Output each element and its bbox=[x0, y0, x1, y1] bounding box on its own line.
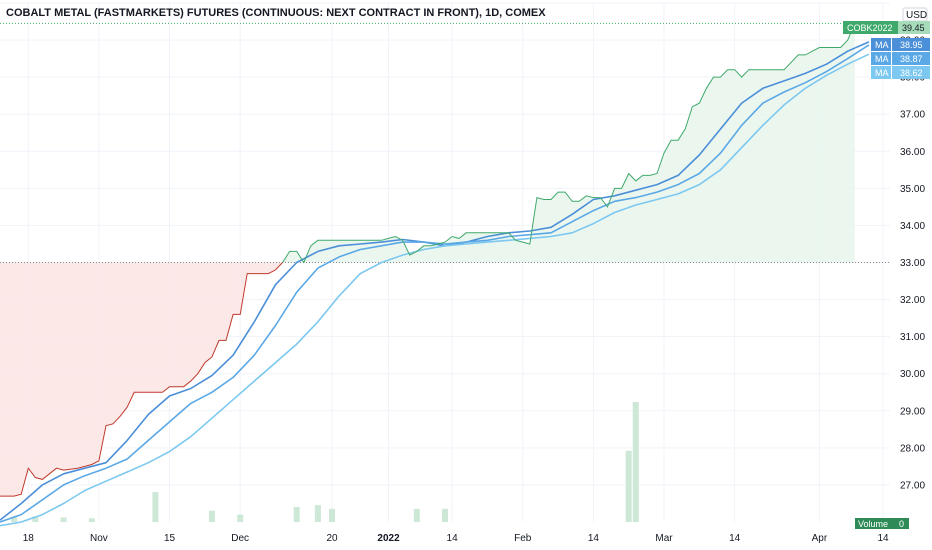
volume-bar-0 bbox=[11, 516, 18, 522]
x-tick-label-6: 14 bbox=[447, 533, 459, 544]
volume-bar-7 bbox=[293, 507, 300, 522]
ma-tag-3 bbox=[871, 66, 891, 79]
ma-tag-label-2: MA bbox=[875, 54, 889, 64]
x-tick-label-1: Nov bbox=[90, 533, 108, 544]
last-price-value: 39.45 bbox=[902, 23, 925, 33]
moving-average-lines bbox=[0, 41, 870, 527]
y-tick-label-2: 29.00 bbox=[900, 406, 925, 417]
y-tick-label-0: 27.00 bbox=[900, 480, 925, 491]
up-fill-0 bbox=[282, 23, 855, 263]
ma-line-3 bbox=[0, 53, 870, 527]
y-tick-label-1: 28.00 bbox=[900, 443, 925, 454]
volume-bar-11 bbox=[442, 508, 449, 522]
volume-bar-10 bbox=[413, 508, 420, 522]
ma-line-2 bbox=[0, 44, 870, 523]
ma-value-1: 38.95 bbox=[900, 40, 923, 50]
price-down-0 bbox=[0, 262, 283, 497]
down-fill-0 bbox=[0, 262, 283, 497]
volume-tag-value: 0 bbox=[899, 519, 904, 529]
y-tick-label-3: 30.00 bbox=[900, 369, 925, 380]
price-axis-bg bbox=[892, 0, 932, 550]
symbol-tag-label: COBK2022 bbox=[847, 23, 893, 33]
x-tick-label-0: 18 bbox=[23, 533, 35, 544]
ma-tag-2 bbox=[871, 52, 891, 65]
price-tags: COBK2022 39.45 MA 38.95 MA 38.87 MA 38.62 Volume… bbox=[843, 21, 930, 529]
ma-value-tag-1 bbox=[892, 38, 930, 51]
x-tick-label-5: 2022 bbox=[377, 533, 400, 544]
y-tick-label-9: 36.00 bbox=[900, 147, 925, 158]
area-fills bbox=[0, 23, 855, 497]
x-tick-label-10: 14 bbox=[729, 533, 741, 544]
ma-value-3: 38.62 bbox=[900, 68, 923, 78]
x-tick-label-8: 14 bbox=[588, 533, 600, 544]
price-up-0 bbox=[282, 23, 856, 264]
volume-bar-2 bbox=[60, 517, 67, 522]
currency-label: USD bbox=[906, 10, 927, 21]
x-tick-label-12: 14 bbox=[877, 533, 889, 544]
volume-bar-9 bbox=[329, 508, 336, 522]
ma-line-1 bbox=[0, 41, 870, 521]
ma-tag-label-3: MA bbox=[875, 68, 889, 78]
volume-bar-12 bbox=[625, 450, 632, 522]
volume-bar-1 bbox=[32, 516, 39, 522]
time-axis[interactable]: 18 Nov 15 Dec 20 2022 14 Feb 14 Mar 14 Apr 14 bbox=[23, 533, 889, 544]
ma-tag-1 bbox=[871, 38, 891, 51]
volume-bar-6 bbox=[237, 514, 244, 522]
x-tick-label-3: Dec bbox=[231, 533, 249, 544]
ma-value-2: 38.87 bbox=[900, 54, 923, 64]
volume-value-tag bbox=[895, 518, 909, 529]
y-tick-label-5: 32.00 bbox=[900, 295, 925, 306]
x-tick-label-2: 15 bbox=[164, 533, 176, 544]
volume-bar-3 bbox=[88, 518, 95, 522]
chart-title: COBALT METAL (FASTMARKETS) FUTURES (CONT… bbox=[6, 7, 546, 19]
x-tick-label-7: Feb bbox=[514, 533, 532, 544]
symbol-tag bbox=[843, 21, 898, 34]
volume-bars bbox=[11, 402, 639, 522]
last-price-tag bbox=[898, 21, 930, 34]
ma-tag-label-1: MA bbox=[875, 40, 889, 50]
volume-tag bbox=[855, 518, 895, 529]
volume-tag-label: Volume bbox=[858, 519, 888, 529]
volume-bar-13 bbox=[632, 402, 639, 522]
ma-value-tag-3 bbox=[892, 66, 930, 79]
y-tick-label-6: 33.00 bbox=[900, 258, 925, 269]
baseline bbox=[0, 22, 890, 263]
x-tick-label-4: 20 bbox=[326, 533, 338, 544]
price-line bbox=[0, 23, 856, 497]
x-tick-label-9: Mar bbox=[655, 533, 673, 544]
y-tick-label-8: 35.00 bbox=[900, 184, 925, 195]
y-tick-label-4: 31.00 bbox=[900, 332, 925, 343]
ma-value-tag-2 bbox=[892, 52, 930, 65]
x-tick-label-11: Apr bbox=[812, 533, 828, 544]
y-tick-label-10: 37.00 bbox=[900, 110, 925, 121]
volume-bar-8 bbox=[314, 505, 321, 522]
volume-bar-4 bbox=[152, 492, 159, 522]
volume-bar-5 bbox=[208, 510, 215, 522]
price-axis[interactable]: 27.00 28.00 29.00 30.00 31.00 32.00 33.00 34.00… bbox=[892, 0, 932, 550]
y-tick-label-7: 34.00 bbox=[900, 221, 925, 232]
